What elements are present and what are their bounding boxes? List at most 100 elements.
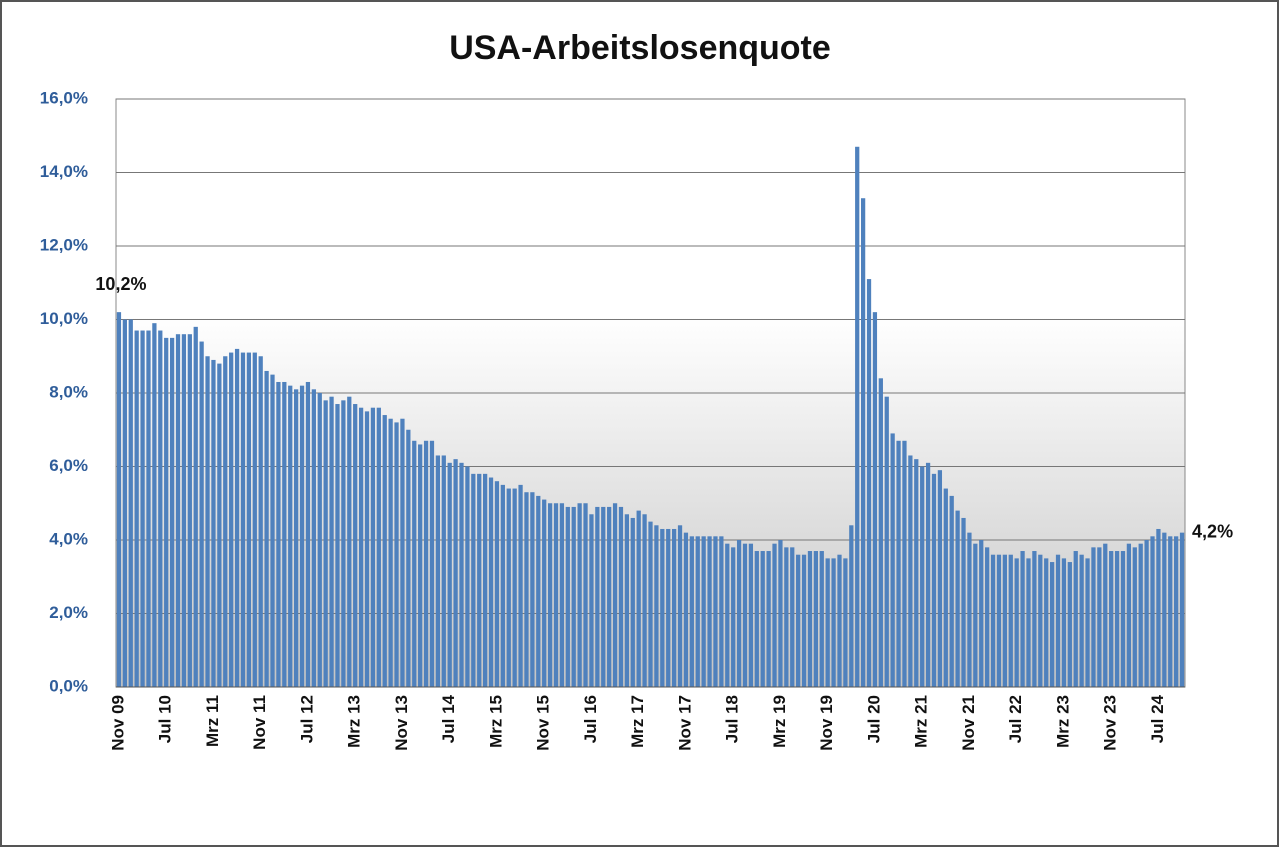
bar bbox=[146, 330, 151, 687]
bar bbox=[264, 370, 269, 687]
bar bbox=[175, 334, 181, 687]
bar bbox=[305, 381, 311, 687]
bar bbox=[559, 503, 565, 687]
bar bbox=[465, 466, 470, 687]
y-tick-label: 6,0% bbox=[49, 456, 88, 475]
bar bbox=[311, 389, 316, 687]
bar bbox=[742, 543, 748, 687]
bar bbox=[211, 359, 216, 687]
bar bbox=[459, 462, 464, 687]
bar bbox=[246, 352, 252, 687]
bar bbox=[731, 547, 736, 687]
bar bbox=[725, 543, 730, 687]
bar bbox=[512, 488, 517, 687]
bar bbox=[152, 323, 157, 687]
bar bbox=[784, 547, 789, 687]
bar bbox=[382, 415, 387, 687]
bar bbox=[1168, 536, 1173, 687]
bar bbox=[412, 440, 417, 687]
bar bbox=[866, 279, 872, 687]
bar bbox=[370, 407, 376, 687]
x-tick-label: Nov 21 bbox=[959, 695, 978, 751]
bar bbox=[1085, 558, 1090, 687]
value-label: 4,2% bbox=[1192, 521, 1233, 541]
bar bbox=[294, 389, 299, 687]
bar bbox=[353, 404, 358, 687]
x-tick-label: Mrz 23 bbox=[1053, 695, 1072, 748]
bar bbox=[618, 506, 624, 687]
bar bbox=[364, 411, 370, 687]
bar bbox=[317, 393, 322, 687]
chart-title: USA-Arbeitslosenquote bbox=[449, 29, 831, 67]
bar bbox=[1156, 528, 1161, 687]
bar bbox=[299, 385, 305, 687]
y-tick-label: 12,0% bbox=[40, 235, 88, 254]
bar bbox=[1120, 551, 1126, 687]
bar bbox=[601, 506, 606, 687]
bar bbox=[1103, 543, 1108, 687]
bar bbox=[920, 466, 925, 687]
bar bbox=[1138, 543, 1143, 687]
bar bbox=[341, 400, 346, 687]
bar bbox=[128, 319, 133, 687]
bar bbox=[447, 462, 452, 687]
x-tick-label: Jul 24 bbox=[1148, 694, 1167, 743]
bar bbox=[1014, 558, 1019, 687]
x-tick-label: Jul 10 bbox=[156, 695, 175, 743]
bar bbox=[187, 334, 192, 687]
bar bbox=[778, 540, 783, 687]
bar bbox=[642, 514, 647, 687]
bar bbox=[1026, 558, 1031, 687]
x-tick-label: Nov 11 bbox=[250, 695, 269, 750]
bar bbox=[719, 536, 724, 687]
y-tick-label: 8,0% bbox=[49, 382, 88, 401]
bar bbox=[1126, 543, 1132, 687]
bar bbox=[624, 514, 630, 687]
bar bbox=[1020, 551, 1025, 687]
bar bbox=[500, 484, 505, 687]
bar bbox=[488, 477, 494, 687]
value-label: 10,2% bbox=[95, 274, 146, 294]
bar bbox=[1091, 547, 1096, 687]
bar bbox=[925, 462, 931, 687]
bar bbox=[1109, 551, 1114, 687]
bar bbox=[181, 334, 187, 687]
bar bbox=[1044, 558, 1049, 687]
x-tick-label: Nov 09 bbox=[108, 695, 127, 751]
bar bbox=[276, 381, 281, 687]
y-tick-label: 14,0% bbox=[40, 162, 88, 181]
bar bbox=[376, 407, 381, 687]
bar bbox=[217, 363, 222, 687]
bar bbox=[671, 528, 677, 687]
bar bbox=[660, 528, 665, 687]
bar bbox=[335, 404, 340, 687]
bar bbox=[689, 536, 694, 687]
bar bbox=[258, 356, 263, 687]
bar bbox=[323, 400, 328, 687]
bar bbox=[234, 348, 240, 687]
bar bbox=[855, 146, 860, 687]
bar bbox=[884, 396, 889, 687]
bar bbox=[1132, 547, 1137, 687]
bar bbox=[949, 495, 954, 687]
bar bbox=[736, 540, 742, 687]
x-tick-label: Mrz 19 bbox=[770, 695, 789, 748]
bar bbox=[542, 499, 547, 687]
bar bbox=[122, 319, 127, 687]
bar bbox=[748, 543, 754, 687]
bar bbox=[1073, 551, 1078, 687]
bar bbox=[270, 374, 275, 687]
x-tick-label: Mrz 15 bbox=[486, 695, 505, 748]
bar bbox=[1067, 562, 1072, 687]
x-tick-label: Jul 18 bbox=[723, 695, 742, 743]
bar bbox=[435, 455, 441, 687]
bar bbox=[902, 440, 907, 687]
y-tick-label: 16,0% bbox=[40, 88, 88, 107]
bar bbox=[1055, 554, 1061, 687]
bar bbox=[595, 506, 600, 687]
bar bbox=[394, 422, 399, 687]
bar bbox=[400, 418, 405, 687]
bar bbox=[406, 429, 411, 687]
bar bbox=[240, 352, 246, 687]
y-tick-label: 10,0% bbox=[40, 309, 88, 328]
